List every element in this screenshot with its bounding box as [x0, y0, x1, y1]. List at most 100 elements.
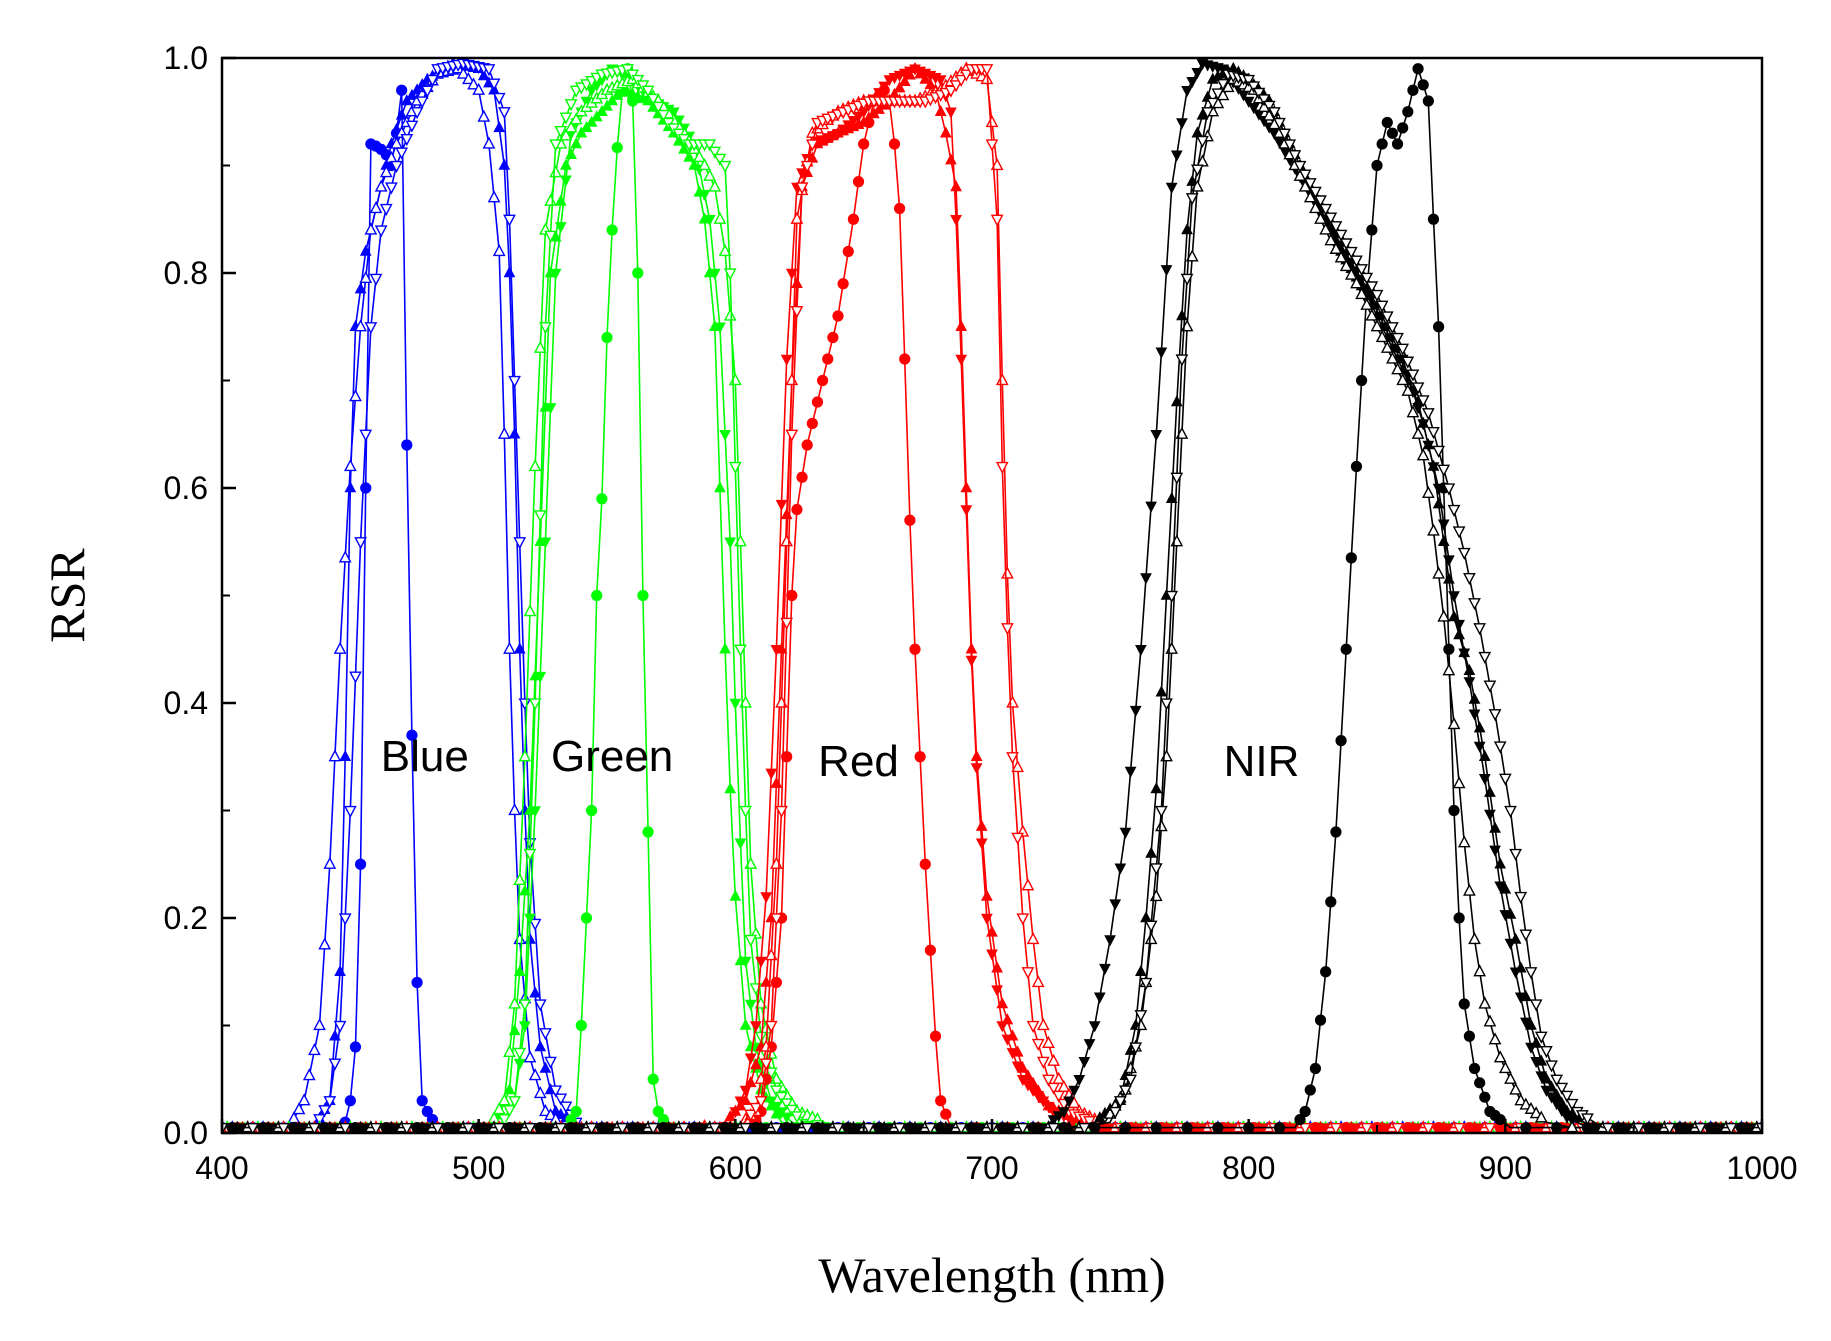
- data-point-marker: [1063, 1120, 1075, 1132]
- data-point-marker: [360, 482, 372, 494]
- data-point-marker: [683, 150, 695, 162]
- data-point-marker: [1104, 935, 1116, 947]
- data-point-marker: [482, 64, 496, 77]
- y-tick-label: 1.0: [164, 40, 208, 76]
- data-point-marker: [1370, 319, 1384, 332]
- y-tick-label: 0.2: [164, 900, 208, 936]
- data-point-marker: [1304, 1084, 1316, 1096]
- data-point-marker: [703, 168, 717, 181]
- data-point-marker: [1534, 1031, 1548, 1044]
- data-point-marker: [1494, 881, 1507, 893]
- data-point-marker: [503, 214, 516, 227]
- data-point-marker: [462, 1123, 475, 1133]
- data-point-marker: [1381, 116, 1393, 129]
- data-point-marker: [1283, 139, 1297, 152]
- data-point-marker: [513, 932, 527, 945]
- data-point-marker: [513, 1047, 527, 1060]
- data-point-marker: [1114, 863, 1127, 875]
- data-point-marker: [544, 1056, 557, 1069]
- data-point-marker: [1509, 1082, 1522, 1095]
- series-nir-triangle-down-open: [222, 69, 1762, 1133]
- data-point-marker: [1432, 566, 1445, 579]
- data-point-marker: [1309, 201, 1322, 214]
- data-point-marker: [1119, 1085, 1132, 1098]
- data-point-marker: [400, 1123, 414, 1133]
- data-point-marker: [308, 1043, 321, 1056]
- data-point-marker: [539, 537, 552, 549]
- data-point-marker: [549, 139, 563, 152]
- data-point-marker: [1447, 504, 1461, 517]
- data-point-marker: [601, 331, 613, 344]
- data-point-marker: [395, 108, 408, 120]
- data-point-marker: [728, 461, 742, 474]
- data-point-marker: [1252, 87, 1266, 100]
- data-point-marker: [703, 214, 716, 227]
- data-point-marker: [1463, 572, 1476, 586]
- data-point-marker: [1494, 1113, 1506, 1126]
- series-blue-circle: [222, 84, 1762, 1133]
- data-point-marker: [508, 996, 521, 1009]
- data-point-marker: [1314, 1014, 1327, 1026]
- data-point-marker: [770, 913, 783, 926]
- data-point-marker: [318, 1105, 332, 1118]
- data-point-marker: [1360, 1123, 1374, 1133]
- data-point-marker: [590, 110, 603, 122]
- data-point-marker: [698, 158, 711, 171]
- x-tick-label: 900: [1479, 1150, 1532, 1186]
- data-point-marker: [1278, 128, 1291, 141]
- data-point-marker: [1478, 651, 1492, 664]
- data-point-marker: [750, 1058, 762, 1070]
- data-point-marker: [739, 1085, 752, 1097]
- data-point-marker: [503, 1105, 516, 1118]
- data-point-marker: [1340, 643, 1352, 655]
- data-point-marker: [1036, 1018, 1050, 1031]
- data-point-marker: [924, 1123, 937, 1133]
- data-point-marker: [1724, 1123, 1738, 1133]
- data-point-marker: [981, 889, 993, 901]
- data-point-marker: [513, 1058, 526, 1070]
- data-point-marker: [277, 1123, 290, 1133]
- data-point-marker: [1288, 150, 1302, 163]
- data-point-marker: [1524, 1101, 1538, 1114]
- data-point-marker: [1201, 107, 1214, 120]
- data-point-marker: [1324, 212, 1338, 225]
- data-point-marker: [1006, 752, 1019, 765]
- band-label-nir: NIR: [1224, 737, 1300, 786]
- data-point-marker: [765, 768, 778, 780]
- data-point-marker: [714, 322, 726, 334]
- data-point-marker: [934, 104, 947, 117]
- data-point-marker: [1155, 805, 1168, 818]
- data-point-marker: [990, 214, 1004, 227]
- data-point-marker: [934, 75, 947, 87]
- data-point-marker: [1443, 643, 1455, 655]
- data-point-marker: [1329, 241, 1343, 254]
- data-point-marker: [1083, 1039, 1096, 1051]
- data-point-marker: [385, 182, 398, 195]
- data-point-marker: [641, 85, 655, 98]
- data-point-marker: [960, 505, 973, 517]
- data-point-marker: [1514, 891, 1528, 904]
- data-point-marker: [1099, 963, 1111, 976]
- data-point-marker: [786, 589, 798, 602]
- data-point-marker: [528, 918, 542, 931]
- data-point-marker: [1529, 999, 1543, 1012]
- data-point-marker: [1453, 912, 1465, 924]
- data-point-marker: [1443, 555, 1455, 567]
- data-point-marker: [1416, 395, 1430, 408]
- data-point-marker: [837, 124, 849, 136]
- data-point-marker: [1185, 249, 1199, 262]
- data-point-marker: [791, 503, 803, 516]
- data-point-marker: [657, 109, 670, 122]
- data-point-marker: [981, 913, 993, 925]
- data-point-marker: [1273, 1122, 1286, 1133]
- data-point-marker: [940, 1108, 952, 1120]
- data-point-marker: [477, 109, 491, 122]
- data-point-marker: [1356, 374, 1368, 387]
- data-point-marker: [1391, 362, 1404, 375]
- data-point-marker: [1047, 1123, 1060, 1133]
- data-point-marker: [1632, 1123, 1646, 1133]
- data-point-marker: [431, 1123, 444, 1133]
- data-point-marker: [1375, 330, 1389, 343]
- data-point-marker: [970, 763, 983, 775]
- data-point-marker: [954, 1123, 968, 1133]
